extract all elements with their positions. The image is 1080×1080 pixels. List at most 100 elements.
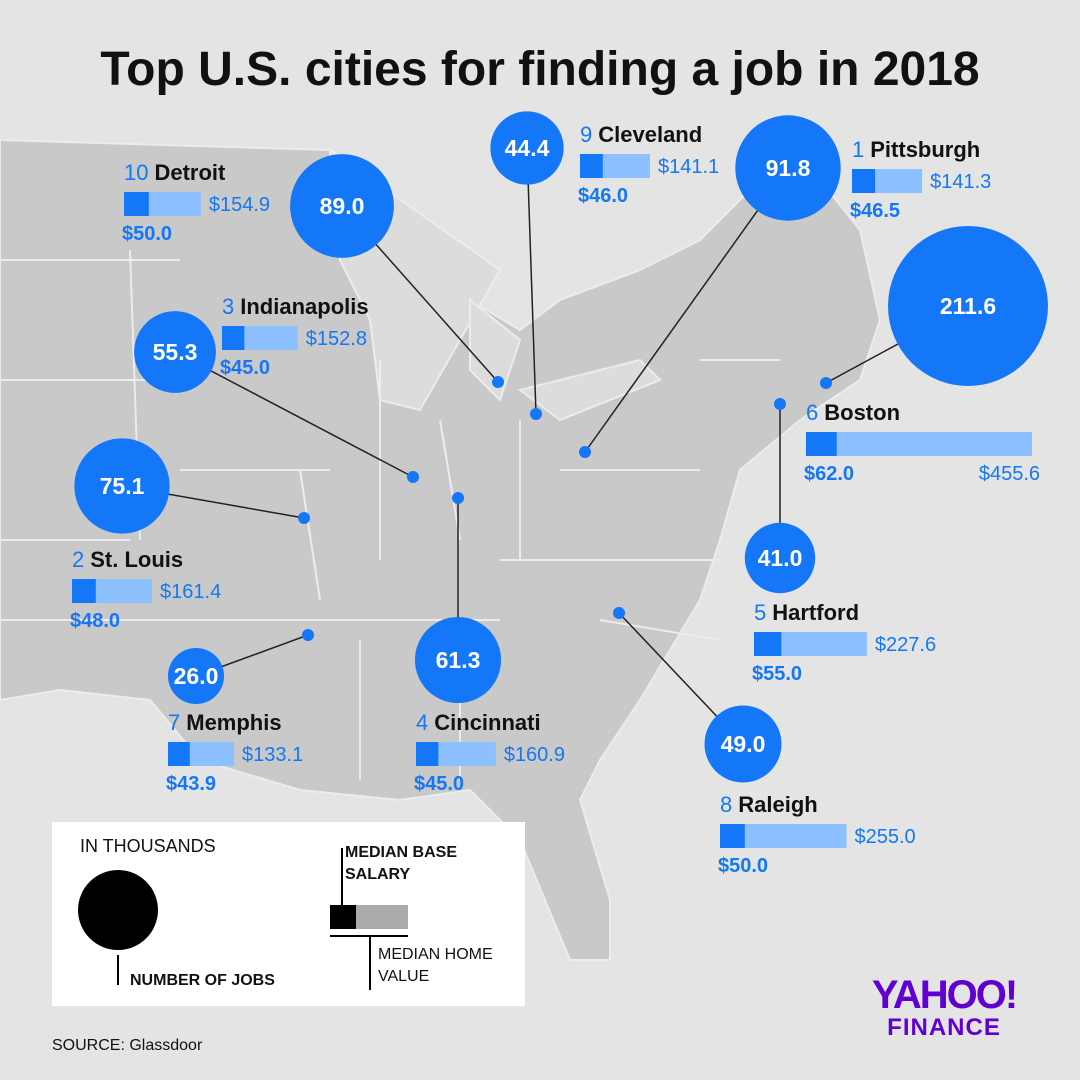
jobs-label: 61.3	[436, 647, 481, 673]
salary-label: $45.0	[414, 773, 464, 795]
city-name: Cleveland	[598, 122, 702, 147]
city-rank: 1	[852, 137, 864, 162]
city-dot	[492, 376, 504, 388]
jobs-circle	[74, 438, 170, 534]
city-label: 2 St. Louis	[72, 547, 183, 572]
salary-bar	[852, 169, 876, 193]
leader-line	[526, 147, 537, 415]
jobs-circle	[167, 647, 225, 705]
city-label: 10 Detroit	[124, 160, 226, 185]
salary-bar	[754, 632, 782, 656]
salary-bar	[124, 192, 149, 216]
city-label: 3 Indianapolis	[222, 294, 369, 319]
jobs-circle	[290, 154, 394, 258]
salary-label: $50.0	[718, 855, 768, 877]
salary-label: $50.0	[122, 223, 172, 245]
logo-brand: YAHOO!	[872, 973, 1016, 1017]
city-label: 1 Pittsburgh	[852, 137, 980, 162]
jobs-circle	[888, 226, 1048, 386]
city-rank: 10	[124, 160, 148, 185]
salary-bar	[416, 742, 439, 766]
source: SOURCE: Glassdoor	[52, 1037, 203, 1054]
salary-label: $43.9	[166, 773, 216, 795]
home-value-label: $133.1	[242, 744, 303, 766]
jobs-label: 91.8	[766, 155, 811, 181]
jobs-circle	[490, 111, 564, 185]
leader-line	[174, 351, 414, 478]
city-name: Hartford	[772, 600, 859, 625]
home-value-label: $160.9	[504, 744, 565, 766]
city-rank: 3	[222, 294, 234, 319]
jobs-label: 44.4	[505, 135, 550, 161]
city-rank: 2	[72, 547, 84, 572]
legend-salary-box: MEDIAN BASE SALARY	[345, 844, 458, 883]
city-dot	[407, 471, 419, 483]
jobs-label: 41.0	[758, 545, 803, 571]
city-rank: 6	[806, 400, 818, 425]
city-name: Indianapolis	[240, 294, 368, 319]
legend-home: MEDIAN HOME VALUE	[378, 946, 493, 985]
city-dot	[452, 492, 464, 504]
home-value-label: $152.8	[306, 328, 367, 350]
city-dot	[774, 398, 786, 410]
salary-bar	[580, 154, 603, 178]
home-value-label: $455.6	[979, 463, 1040, 485]
jobs-circle	[134, 311, 216, 393]
legend-units: IN THOUSANDS	[80, 836, 216, 856]
jobs-label: 89.0	[320, 193, 365, 219]
legend-home-box: MEDIAN HOME VALUE	[378, 946, 493, 985]
leader-line	[584, 167, 789, 453]
city-label: 6 Boston	[806, 400, 900, 425]
jobs-circle	[744, 522, 816, 594]
home-value-label: $227.6	[875, 634, 936, 656]
city-label: 8 Raleigh	[720, 792, 818, 817]
city-label: 7 Memphis	[168, 710, 282, 735]
salary-label: $46.5	[850, 200, 900, 222]
salary-label: $46.0	[578, 185, 628, 207]
city-rank: 9	[580, 122, 592, 147]
salary-label: $62.0	[804, 463, 854, 485]
city-dot	[579, 446, 591, 458]
city-name: Detroit	[154, 160, 226, 185]
city-name: Raleigh	[738, 792, 817, 817]
legend-jobs: NUMBER OF JOBS	[130, 972, 275, 989]
jobs-label: 26.0	[174, 663, 219, 689]
legend-salary-bar	[330, 905, 356, 929]
city-name: St. Louis	[90, 547, 183, 572]
city-name: Cincinnati	[434, 710, 540, 735]
jobs-label: 211.6	[940, 293, 996, 319]
cities: 91.8 1 Pittsburgh $46.5 $141.3 75.1 2 St. Louis…	[70, 111, 1048, 877]
jobs-label: 75.1	[100, 473, 145, 499]
jobs-circle	[414, 616, 502, 704]
city-dot	[820, 377, 832, 389]
city-rank: 5	[754, 600, 766, 625]
city-name: Memphis	[186, 710, 281, 735]
jobs-circle	[735, 115, 841, 221]
logo-product: FINANCE	[887, 1014, 1001, 1041]
salary-label: $45.0	[220, 357, 270, 379]
jobs-label: 55.3	[153, 339, 198, 365]
city-label: 4 Cincinnati	[416, 710, 541, 735]
city-rank: 4	[416, 710, 428, 735]
home-value-label: $141.1	[658, 156, 719, 178]
city-name: Pittsburgh	[870, 137, 980, 162]
city-rank: 7	[168, 710, 180, 735]
legend-salary: MEDIAN BASE SALARY	[345, 844, 458, 883]
salary-label: $48.0	[70, 610, 120, 632]
city-label: 5 Hartford	[754, 600, 859, 625]
title: Top U.S. cities for finding a job in 201…	[100, 43, 979, 96]
city-dot	[530, 408, 542, 420]
jobs-circle	[704, 705, 782, 783]
city-dot	[302, 629, 314, 641]
salary-bar	[806, 432, 837, 456]
city-label: 9 Cleveland	[580, 122, 702, 147]
salary-bar	[72, 579, 96, 603]
legend: IN THOUSANDS NUMBER OF JOBS MEDIAN BASE …	[52, 822, 525, 1006]
salary-bar	[222, 326, 245, 350]
home-value-label: $161.4	[160, 581, 221, 603]
home-value-label: $154.9	[209, 194, 270, 216]
salary-bar	[168, 742, 190, 766]
city-rank: 8	[720, 792, 732, 817]
home-value-label: $255.0	[854, 826, 915, 848]
